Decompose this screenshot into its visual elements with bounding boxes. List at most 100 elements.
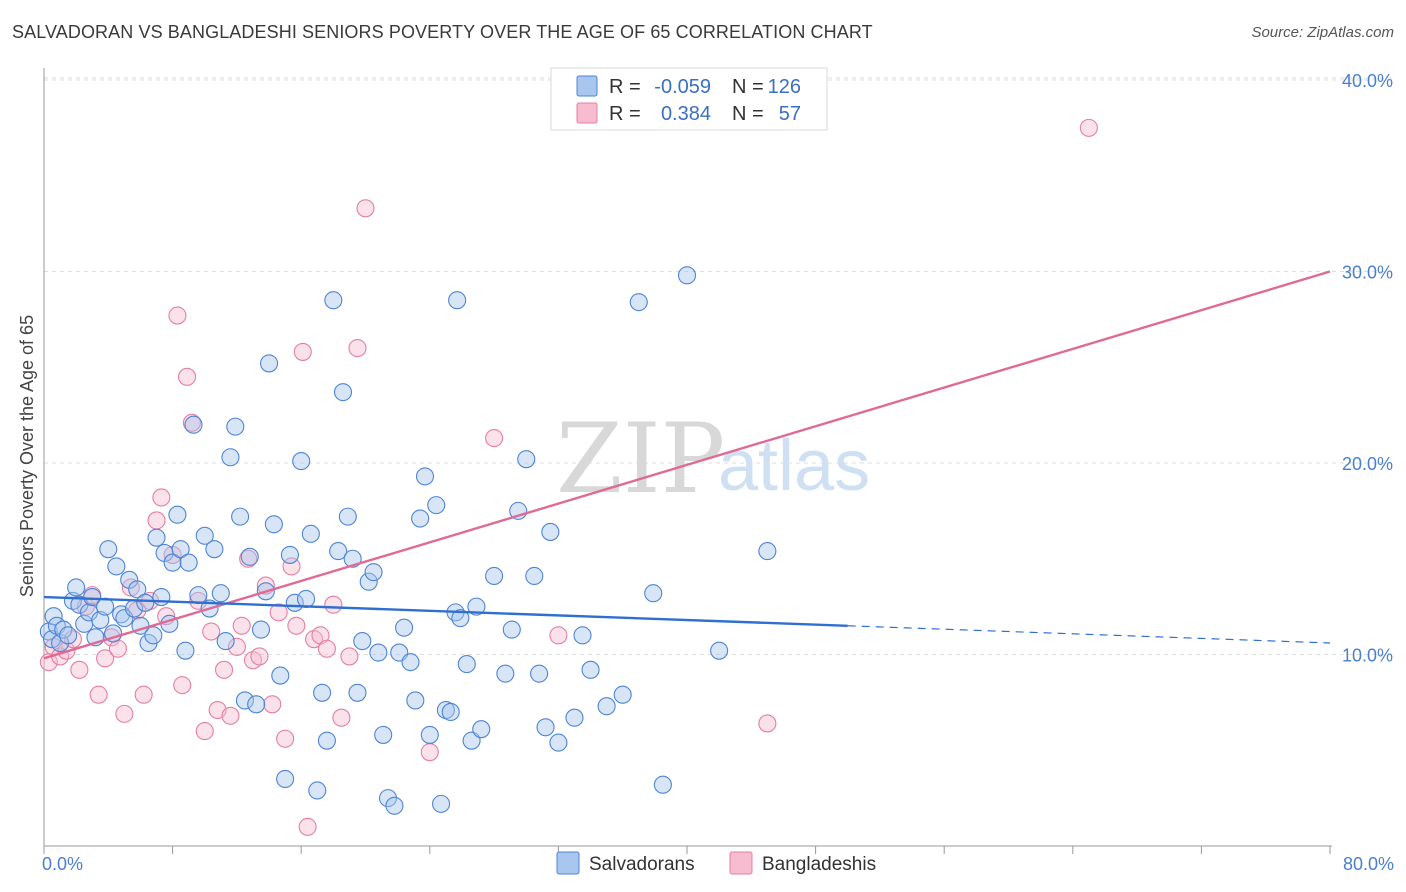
salvadoran-point-46: [231, 507, 250, 526]
watermark-zip: ZIP: [556, 403, 725, 515]
salvadoran-point-25: [136, 593, 155, 612]
bangladeshi-point-23: [178, 367, 197, 386]
bangladeshi-trend-line: [43, 270, 1331, 660]
salvadoran-point-79: [401, 653, 420, 672]
legend-swatch-bangladeshi: [576, 102, 598, 124]
salvadoran-point-75: [378, 789, 398, 808]
salvadoran-point-103: [549, 733, 568, 752]
legend-n-value-1: 126: [768, 76, 801, 98]
bangladeshi-point-40: [282, 557, 301, 576]
bangladeshi-point-29: [214, 660, 234, 679]
salvadoran-point-74: [374, 725, 393, 744]
salvadoran-point-63: [317, 731, 336, 750]
salvadoran-point-61: [308, 781, 327, 800]
salvadoran-point-29: [152, 587, 171, 607]
salvadoran-point-107: [597, 697, 616, 716]
salvadoran-point-111: [653, 775, 672, 794]
bangladeshi-point-12: [115, 704, 134, 723]
salvadoran-point-12: [83, 587, 102, 607]
salvadoran-point-92: [467, 597, 486, 616]
salvadoran-point-49: [247, 695, 266, 714]
salvadoran-point-96: [502, 620, 521, 639]
salvadoran-point-6: [59, 626, 78, 645]
salvadoran-point-71: [359, 572, 378, 591]
salvadoran-point-33: [168, 505, 187, 524]
bangladeshi-point-21: [168, 306, 187, 325]
salvadoran-point-94: [485, 566, 504, 586]
bangladeshi-point-54: [758, 714, 777, 733]
bangladeshi-point-55: [1079, 118, 1098, 137]
salvadoran-point-38: [189, 586, 208, 605]
salvadoran-point-47: [235, 691, 254, 710]
legend-r-label-2: R =: [609, 103, 641, 125]
series-legend: Salvadorans Bangladeshis: [556, 851, 876, 875]
x-tick-label-min: 0.0%: [42, 854, 83, 874]
bangladeshi-point-53: [549, 626, 568, 645]
salvadoran-point-112: [677, 266, 697, 285]
salvadoran-point-35: [176, 641, 195, 660]
salvadoran-point-73: [369, 643, 388, 662]
salvadoran-point-23: [128, 580, 147, 599]
salvadoran-point-44: [221, 448, 240, 467]
salvadoran-point-34: [171, 540, 190, 559]
salvadoran-point-32: [163, 553, 182, 572]
salvadoran-point-52: [259, 354, 279, 373]
salvadoran-point-14: [91, 610, 110, 630]
salvadoran-point-50: [251, 620, 271, 639]
salvadoran-point-70: [353, 632, 372, 651]
bangladeshi-point-47: [324, 595, 343, 614]
bangladeshi-point-52: [485, 429, 504, 448]
salvadoran-point-18: [107, 557, 126, 576]
salvadoran-point-8: [67, 578, 86, 597]
bangladeshi-point-50: [348, 339, 367, 358]
salvadoran-trend-line: [43, 595, 848, 627]
bangladeshi-point-37: [263, 695, 282, 714]
bangladeshi-point-17: [147, 511, 166, 530]
salvadoran-point-65: [329, 542, 348, 561]
salvadoran-point-81: [411, 509, 430, 528]
salvadoran-point-58: [292, 452, 311, 471]
y-tick-label-0: 10.0%: [1342, 646, 1393, 666]
watermark-atlas: atlas: [718, 426, 870, 506]
salvadoran-point-43: [216, 632, 235, 651]
bangladeshi-point-11: [108, 639, 127, 658]
salvadoran-point-56: [280, 545, 299, 564]
bangladeshi-point-5: [70, 660, 89, 679]
salvadoran-point-106: [581, 660, 600, 679]
y-tick-labels: 10.0% 20.0% 30.0% 40.0%: [1342, 71, 1393, 666]
stats-legend: R = -0.059 N = 126 R = 0.384 N = 57: [550, 67, 828, 131]
legend-n-label-1: N =: [732, 76, 764, 98]
salvadoran-point-39: [195, 526, 214, 545]
salvadoran-point-104: [565, 708, 584, 727]
salvadoran-point-37: [184, 415, 203, 434]
bangladeshi-point-32: [232, 616, 251, 635]
y-tick-label-3: 40.0%: [1342, 71, 1393, 91]
bangladeshi-point-56: [420, 743, 439, 762]
legend-n-value-2: 57: [779, 103, 801, 125]
salvadoran-point-60: [301, 524, 320, 543]
salvadoran-point-41: [205, 540, 224, 559]
salvadoran-point-85: [432, 794, 451, 813]
salvadoran-point-99: [525, 566, 544, 586]
bangladeshi-point-26: [195, 722, 214, 741]
bangladeshi-point-51: [356, 199, 375, 218]
bangladeshi-point-18: [152, 488, 171, 507]
trend-lines: [43, 270, 1331, 660]
y-tick-label-2: 30.0%: [1342, 263, 1393, 283]
salvadoran-point-115: [448, 291, 467, 310]
salvadoran-point-15: [96, 597, 115, 616]
salvadoran-point-113: [710, 641, 729, 660]
salvadoran-point-84: [427, 496, 446, 515]
salvadoran-point-105: [573, 626, 592, 645]
series-legend-label-bangladeshis: Bangladeshis: [762, 854, 876, 875]
salvadoran-point-55: [276, 769, 295, 789]
salvadoran-point-110: [644, 584, 663, 603]
bangladeshi-point-8: [89, 685, 108, 704]
bangladeshi-point-30: [221, 706, 240, 725]
bangladeshi-point-48: [332, 708, 351, 727]
bangladeshi-point-46: [317, 639, 336, 658]
bangladeshi-point-22: [173, 676, 192, 695]
salvadoran-point-90: [457, 655, 476, 674]
legend-r-value-2: 0.384: [661, 103, 711, 125]
